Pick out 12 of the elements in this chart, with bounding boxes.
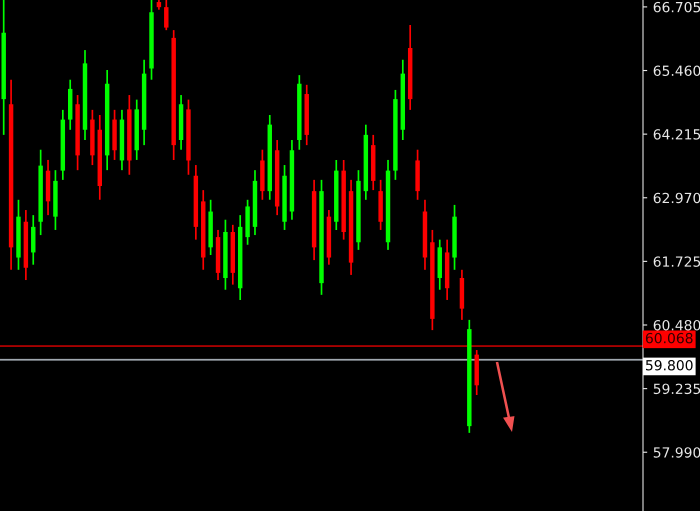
- y-tick-label: 64.215: [654, 129, 700, 140]
- y-tick-label: 60.480: [654, 320, 700, 330]
- y-tick-label: 57.990: [654, 447, 700, 458]
- y-tick-label: 61.725: [654, 256, 700, 267]
- y-tick-label: 66.705: [654, 2, 700, 12]
- candlestick: [164, 0, 169, 31]
- candlestick: [156, 0, 162, 11]
- ref-line-label: 59.800: [646, 360, 693, 370]
- y-tick-label: 59.235: [654, 384, 700, 394]
- ref-line-label: 60.068: [646, 332, 693, 344]
- y-tick-label: 65.460: [654, 65, 700, 76]
- y-tick-label: 62.970: [654, 192, 700, 204]
